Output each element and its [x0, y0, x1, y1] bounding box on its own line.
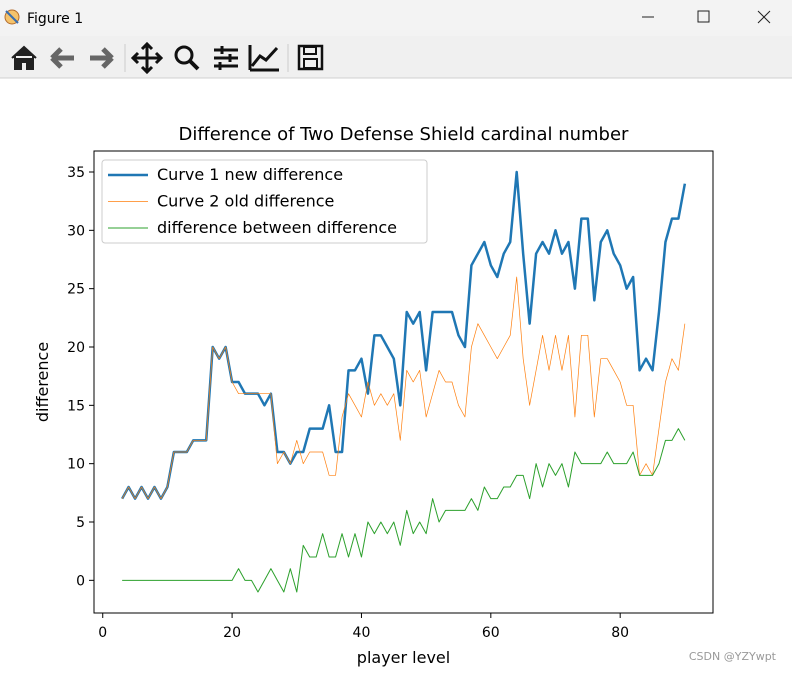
pan-button[interactable] [130, 41, 164, 75]
x-tick-label: 0 [98, 625, 107, 641]
axes-frame [93, 150, 714, 614]
save-button[interactable] [297, 44, 324, 71]
y-tick-label: 30 [67, 223, 85, 239]
forward-button[interactable] [90, 47, 114, 69]
zoom-button[interactable] [174, 45, 200, 71]
series-line [121, 276, 686, 500]
chart-title: Difference of Two Defense Shield cardina… [179, 124, 629, 145]
legend-label: Curve 2 old difference [157, 192, 334, 211]
x-tick-label: 60 [482, 625, 500, 641]
app-icon [4, 9, 20, 25]
series-line [122, 428, 686, 593]
watermark: CSDN @YZYwpt [689, 650, 777, 663]
y-axis-label: difference [33, 342, 52, 422]
maximize-button[interactable] [697, 10, 710, 23]
y-tick-label: 20 [67, 340, 85, 356]
legend-label: difference between difference [157, 218, 397, 237]
y-tick-label: 25 [67, 282, 85, 298]
y-tick-label: 15 [67, 398, 85, 414]
back-button[interactable] [50, 47, 74, 69]
plot: Difference of Two Defense Shield cardina… [33, 124, 714, 667]
edit-axis-button[interactable] [248, 45, 279, 72]
window-title: Figure 1 [27, 11, 83, 27]
title-bar [0, 0, 792, 36]
y-tick-label: 5 [76, 515, 85, 531]
y-tick-label: 0 [76, 573, 85, 589]
y-tick-label: 10 [67, 457, 85, 473]
close-button[interactable] [757, 10, 771, 24]
x-axis-label: player level [357, 648, 450, 667]
x-tick-label: 40 [353, 625, 371, 641]
legend-label: Curve 1 new difference [157, 165, 343, 184]
x-tick-label: 80 [611, 625, 629, 641]
configure-button[interactable] [214, 46, 238, 70]
home-button[interactable] [11, 45, 37, 70]
y-tick-label: 35 [67, 165, 85, 181]
legend-box [101, 159, 428, 244]
x-tick-label: 20 [223, 625, 241, 641]
toolbar [0, 36, 792, 78]
